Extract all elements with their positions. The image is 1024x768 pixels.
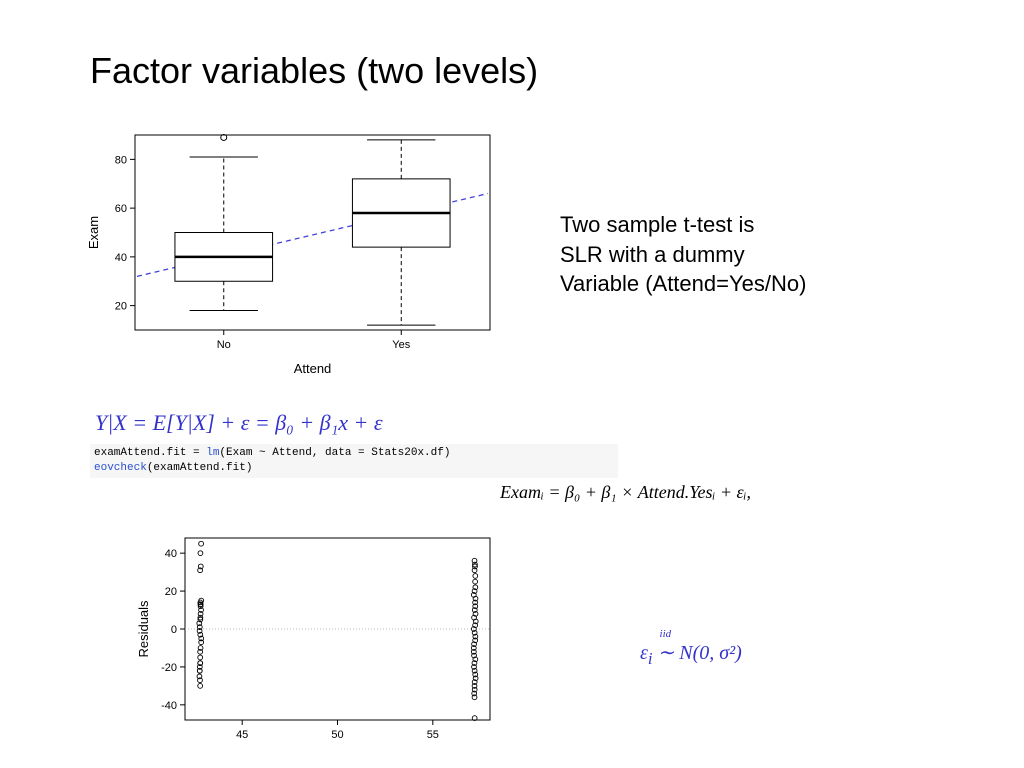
code-fn: eovcheck bbox=[94, 462, 147, 474]
equation-iid: εi iid∼ N(0, σ²) bbox=[640, 640, 742, 669]
svg-text:Yes: Yes bbox=[392, 339, 410, 351]
equation-model: Examᵢ = β₀ + β₁ × Attend.Yesᵢ + εᵢ, bbox=[500, 482, 751, 503]
r-code-block: examAttend.fit = lm(Exam ~ Attend, data … bbox=[90, 444, 618, 478]
svg-text:20: 20 bbox=[165, 586, 177, 598]
explain-line1: Two sample t-test is bbox=[560, 210, 806, 240]
svg-text:45: 45 bbox=[236, 729, 248, 741]
svg-text:Residuals: Residuals bbox=[136, 600, 151, 658]
svg-text:60: 60 bbox=[115, 203, 127, 215]
svg-text:Exam: Exam bbox=[86, 216, 101, 249]
svg-text:Attend: Attend bbox=[294, 361, 332, 376]
code-line-1: examAttend.fit = lm(Exam ~ Attend, data … bbox=[94, 446, 614, 461]
residuals-chart: -40 -20 0 20 40 45 50 55 Residuals bbox=[130, 530, 500, 760]
svg-text:40: 40 bbox=[165, 548, 177, 560]
equation-regression: Y|X = E[Y|X] + ε = β₀ + β₁x + ε bbox=[95, 410, 383, 436]
page-title: Factor variables (two levels) bbox=[90, 50, 538, 92]
svg-text:-20: -20 bbox=[161, 662, 177, 674]
code-text: (Exam ~ Attend, data = Stats20x.df) bbox=[219, 447, 450, 459]
svg-text:55: 55 bbox=[427, 729, 439, 741]
svg-text:No: No bbox=[217, 339, 231, 351]
svg-text:80: 80 bbox=[115, 154, 127, 166]
code-line-2: eovcheck(examAttend.fit) bbox=[94, 461, 614, 476]
svg-text:0: 0 bbox=[171, 624, 177, 636]
explain-line3: Variable (Attend=Yes/No) bbox=[560, 269, 806, 299]
svg-text:-40: -40 bbox=[161, 700, 177, 712]
code-text: examAttend.fit = bbox=[94, 447, 206, 459]
svg-text:40: 40 bbox=[115, 252, 127, 264]
code-text: (examAttend.fit) bbox=[147, 462, 253, 474]
svg-text:50: 50 bbox=[331, 729, 343, 741]
explain-text: Two sample t-test is SLR with a dummy Va… bbox=[560, 210, 806, 299]
code-fn: lm bbox=[206, 447, 219, 459]
explain-line2: SLR with a dummy bbox=[560, 240, 806, 270]
svg-text:20: 20 bbox=[115, 301, 127, 313]
boxplot-chart: 20 40 60 80 Exam No Yes Attend bbox=[80, 125, 500, 385]
